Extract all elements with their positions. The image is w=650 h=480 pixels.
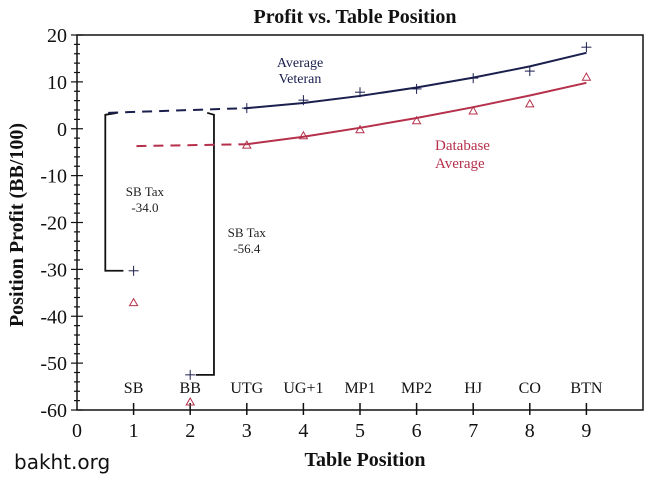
data-point-plus: [355, 87, 365, 98]
y-axis-label: Position Profit (BB/100): [6, 123, 28, 327]
x-tick-label: 9: [581, 420, 591, 442]
data-point-triangle: [581, 72, 592, 81]
x-tick-label: 2: [185, 420, 195, 442]
sb-tax-annotation: SB Tax: [126, 184, 165, 199]
data-point-plus: [581, 42, 592, 53]
data-point-plus: [128, 265, 139, 276]
sb-tax-annotation: SB Tax: [228, 225, 267, 240]
y-tick-label: -50: [40, 353, 67, 375]
data-point-triangle: [411, 115, 422, 125]
position-label: MP1: [344, 380, 375, 397]
position-label: UTG: [230, 380, 263, 397]
bb-tax-bracket: [195, 111, 215, 376]
data-point-plus: [524, 66, 535, 77]
sb-tax-annotation: -56.4: [233, 241, 261, 256]
x-axis-label: Table Position: [305, 449, 426, 471]
x-tick-label: 0: [72, 420, 82, 442]
watermark: bakht.org: [14, 450, 111, 474]
y-tick-label: -10: [40, 166, 67, 188]
chart-title: Profit vs. Table Position: [254, 6, 457, 28]
data-point-triangle: [298, 130, 309, 140]
position-label: UG+1: [283, 380, 323, 397]
position-label: CO: [519, 380, 541, 397]
series-label-database: Average: [435, 156, 485, 172]
x-tick-label: 4: [298, 420, 308, 442]
data-point-triangle: [524, 98, 535, 108]
sb-tax-bracket: [104, 111, 124, 272]
series-label-database: Database: [435, 138, 490, 154]
y-tick-label: 10: [47, 72, 67, 94]
position-label: MP2: [401, 380, 432, 397]
data-point-plus: [185, 369, 196, 380]
data-point-plus: [468, 73, 479, 84]
data-point-triangle: [241, 140, 252, 149]
position-label: BTN: [570, 380, 602, 397]
y-tick-label: -40: [40, 306, 67, 328]
x-tick-label: 1: [129, 420, 139, 442]
series-label-veteran: Veteran: [279, 72, 322, 87]
data-point-plus: [298, 95, 309, 106]
y-tick-label: -60: [40, 400, 67, 422]
y-tick-label: 20: [47, 25, 67, 47]
series-label-veteran: Average: [277, 56, 323, 71]
data-point-triangle: [128, 297, 139, 307]
position-label: SB: [124, 380, 144, 397]
data-point-triangle: [355, 124, 365, 134]
data-point-plus: [241, 103, 252, 114]
x-tick-label: 8: [525, 420, 535, 442]
y-tick-label: 0: [57, 119, 67, 141]
extrapolation-dashed-line: [136, 143, 247, 148]
x-tick-label: 6: [412, 420, 422, 442]
x-tick-label: 5: [355, 420, 365, 442]
y-tick-label: -20: [40, 213, 67, 235]
data-point-plus: [411, 83, 422, 94]
position-label: BB: [180, 380, 201, 397]
extrapolation-dashed-line: [108, 107, 247, 114]
position-label: HJ: [464, 380, 482, 397]
x-tick-label: 7: [468, 420, 478, 442]
x-tick-label: 3: [242, 420, 252, 442]
fit-line-database: [246, 81, 587, 146]
y-tick-label: -30: [40, 259, 67, 281]
sb-tax-annotation: -34.0: [131, 200, 158, 215]
data-point-triangle: [185, 397, 196, 406]
data-point-triangle: [468, 105, 479, 115]
